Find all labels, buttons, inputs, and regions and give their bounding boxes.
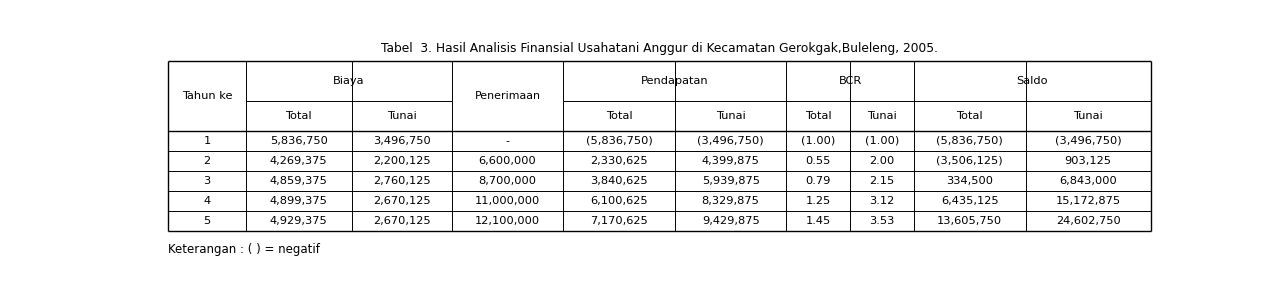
Text: 8,700,000: 8,700,000 [478,176,536,186]
Text: 6,435,125: 6,435,125 [941,196,999,206]
Text: 2,330,625: 2,330,625 [590,156,647,166]
Text: 4,929,375: 4,929,375 [269,216,327,226]
Text: (3,496,750): (3,496,750) [697,136,764,146]
Text: Biaya: Biaya [333,76,364,86]
Text: 2.15: 2.15 [869,176,895,186]
Text: 2,200,125: 2,200,125 [373,156,431,166]
Text: Tunai: Tunai [867,111,897,121]
Text: Pendapatan: Pendapatan [641,76,709,86]
Text: 2,670,125: 2,670,125 [373,196,431,206]
Text: 1: 1 [204,136,210,146]
Text: 6,100,625: 6,100,625 [590,196,647,206]
Text: -: - [505,136,509,146]
Text: 15,172,875: 15,172,875 [1055,196,1120,206]
Text: Tunai: Tunai [715,111,746,121]
Text: 5: 5 [204,216,210,226]
Text: 3,496,750: 3,496,750 [373,136,431,146]
Text: 9,429,875: 9,429,875 [701,216,759,226]
Text: (1.00): (1.00) [865,136,899,146]
Text: 4,399,875: 4,399,875 [701,156,760,166]
Text: 0.55: 0.55 [805,156,831,166]
Text: 24,602,750: 24,602,750 [1056,216,1120,226]
Text: 0.79: 0.79 [805,176,831,186]
Text: Saldo: Saldo [1017,76,1049,86]
Text: 1.45: 1.45 [805,216,831,226]
Text: Keterangan : ( ) = negatif: Keterangan : ( ) = negatif [168,243,320,256]
Text: 2.00: 2.00 [869,156,895,166]
Text: 5,939,875: 5,939,875 [701,176,760,186]
Text: 6,843,000: 6,843,000 [1059,176,1117,186]
Text: 4: 4 [204,196,210,206]
Text: 5,836,750: 5,836,750 [269,136,327,146]
Text: Tabel  3. Hasil Analisis Finansial Usahatani Anggur di Kecamatan Gerokgak,Bulele: Tabel 3. Hasil Analisis Finansial Usahat… [381,42,938,55]
Text: 2,670,125: 2,670,125 [373,216,431,226]
Text: 6,600,000: 6,600,000 [478,156,536,166]
Text: (5,836,750): (5,836,750) [936,136,1003,146]
Text: 4,269,375: 4,269,375 [269,156,327,166]
Text: 13,605,750: 13,605,750 [937,216,1003,226]
Text: Total: Total [805,111,832,121]
Text: 334,500: 334,500 [946,176,994,186]
Text: 2,760,125: 2,760,125 [373,176,431,186]
Text: (3,506,125): (3,506,125) [936,156,1003,166]
Text: 11,000,000: 11,000,000 [474,196,540,206]
Text: 1.25: 1.25 [805,196,831,206]
Text: Penerimaan: Penerimaan [474,91,541,101]
Text: 4,859,375: 4,859,375 [269,176,327,186]
Text: Total: Total [956,111,983,121]
Text: BCR: BCR [838,76,862,86]
Text: 3.12: 3.12 [869,196,895,206]
Text: 3.53: 3.53 [869,216,895,226]
Text: 3,840,625: 3,840,625 [590,176,647,186]
Text: Tunai: Tunai [1073,111,1103,121]
Text: 3: 3 [204,176,210,186]
Text: (5,836,750): (5,836,750) [586,136,653,146]
Text: (3,496,750): (3,496,750) [1055,136,1122,146]
Text: Total: Total [286,111,312,121]
Text: Tunai: Tunai [387,111,417,121]
Text: 4,899,375: 4,899,375 [269,196,327,206]
Text: 903,125: 903,125 [1064,156,1111,166]
Text: 2: 2 [204,156,210,166]
Text: (1.00): (1.00) [801,136,836,146]
Text: Tahun ke: Tahun ke [182,91,232,101]
Text: Total: Total [606,111,632,121]
Text: 7,170,625: 7,170,625 [590,216,647,226]
Text: 12,100,000: 12,100,000 [474,216,540,226]
Text: 8,329,875: 8,329,875 [701,196,760,206]
